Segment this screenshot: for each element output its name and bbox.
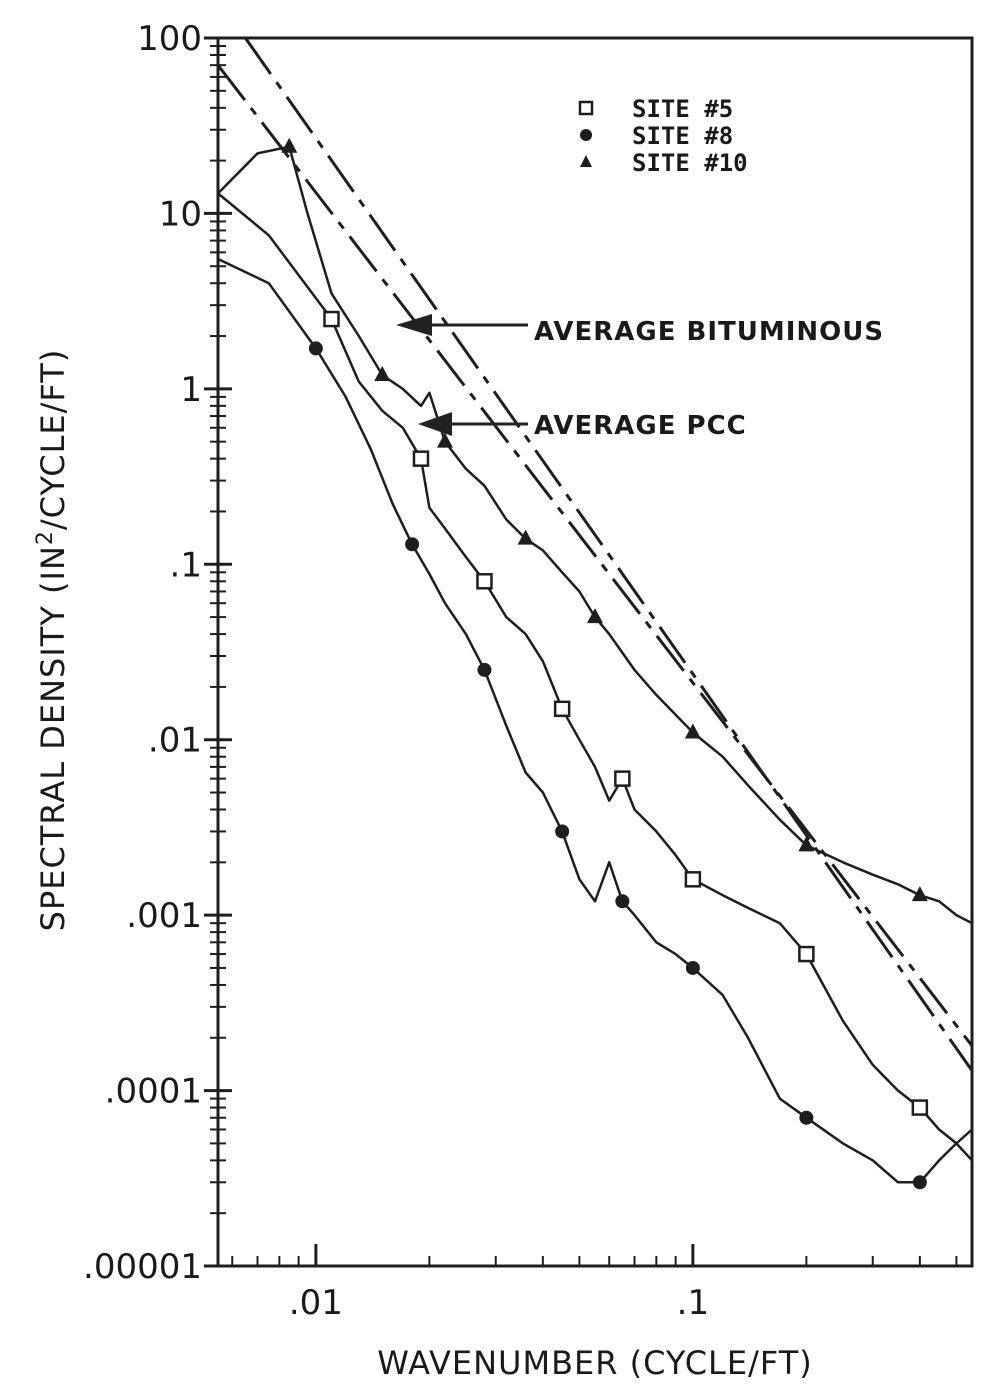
data-point-site-8	[555, 824, 570, 839]
annotations: AVERAGE BITUMINOUS AVERAGE PCC	[396, 314, 884, 441]
data-point-site-10	[281, 137, 298, 153]
series-line-site-8	[217, 257, 973, 1184]
data-point-site-5	[476, 573, 493, 590]
x-axis-title: WAVENUMBER (CYCLE/FT)	[377, 1344, 813, 1382]
data-point-site-8	[308, 341, 323, 356]
data-point-site-5	[614, 770, 631, 787]
data-point-site-8	[799, 1110, 814, 1125]
x-tick-label: .01	[289, 1283, 343, 1323]
data-point-site-10	[517, 529, 534, 545]
data-point-site-8	[477, 662, 492, 677]
bituminous-pointer-arrowhead	[396, 314, 432, 336]
data-point-site-10	[684, 723, 701, 739]
pcc-pointer-arrowhead	[418, 412, 452, 436]
data-point-site-5	[412, 450, 430, 467]
y-axis-title-superscript: 2	[33, 530, 58, 545]
data-point-site-10	[587, 608, 603, 624]
data-point-site-10	[911, 886, 928, 902]
plot-border	[216, 36, 974, 1268]
legend-label-site-10: SITE #10	[632, 149, 748, 177]
data-point-site-10	[798, 836, 815, 852]
data-point-site-10	[436, 432, 453, 448]
data-point-site-5	[553, 700, 571, 718]
markers-layer	[281, 137, 929, 1190]
data-point-site-8	[685, 960, 700, 975]
y-axis-ticks: 100 10 1 .1 .01 .001 .0001 .00001	[83, 19, 232, 1287]
annotation-average-pcc: AVERAGE PCC	[534, 411, 747, 441]
y-axis-title-main: SPECTRAL DENSITY (IN	[34, 545, 72, 931]
data-point-site-10	[374, 365, 391, 381]
series-line-site-5	[217, 192, 973, 1145]
y-tick-label: .1	[170, 545, 202, 585]
y-tick-label: 10	[159, 194, 202, 234]
data-point-site-5	[798, 945, 815, 963]
y-tick-label: .00001	[83, 1247, 202, 1287]
y-tick-label: .01	[148, 721, 202, 761]
y-tick-label: 100	[137, 19, 202, 59]
legend-label-site-5: SITE #5	[632, 95, 733, 123]
series-line-average-bituminous	[244, 37, 974, 1072]
data-point-site-8	[912, 1175, 927, 1190]
legend-marker-site-8	[580, 129, 592, 141]
x-tick-label: .1	[677, 1283, 709, 1323]
series-line-average-pcc	[216, 64, 974, 1047]
data-point-site-8	[405, 537, 420, 552]
series-layer	[216, 37, 974, 1184]
y-tick-label: 1	[180, 370, 202, 410]
annotation-average-bituminous: AVERAGE BITUMINOUS	[534, 317, 884, 347]
data-point-site-5	[684, 871, 702, 888]
x-axis-ticks: .01 .1	[231, 1244, 958, 1323]
data-point-site-8	[615, 894, 630, 909]
y-tick-label: .001	[126, 896, 202, 936]
plot-frame	[216, 36, 974, 1268]
legend-marker-site-5	[578, 100, 594, 116]
y-tick-label: .0001	[105, 1072, 202, 1112]
series-line-site-10	[217, 145, 973, 925]
data-point-site-5	[323, 310, 340, 328]
y-axis-title-unit: /CYCLE/FT)	[34, 349, 72, 530]
y-axis-title: SPECTRAL DENSITY (IN2/CYCLE/FT)	[33, 349, 72, 932]
legend-label-site-8: SITE #8	[632, 122, 733, 150]
data-point-site-5	[911, 1099, 929, 1116]
legend-marker-site-10	[580, 155, 592, 167]
